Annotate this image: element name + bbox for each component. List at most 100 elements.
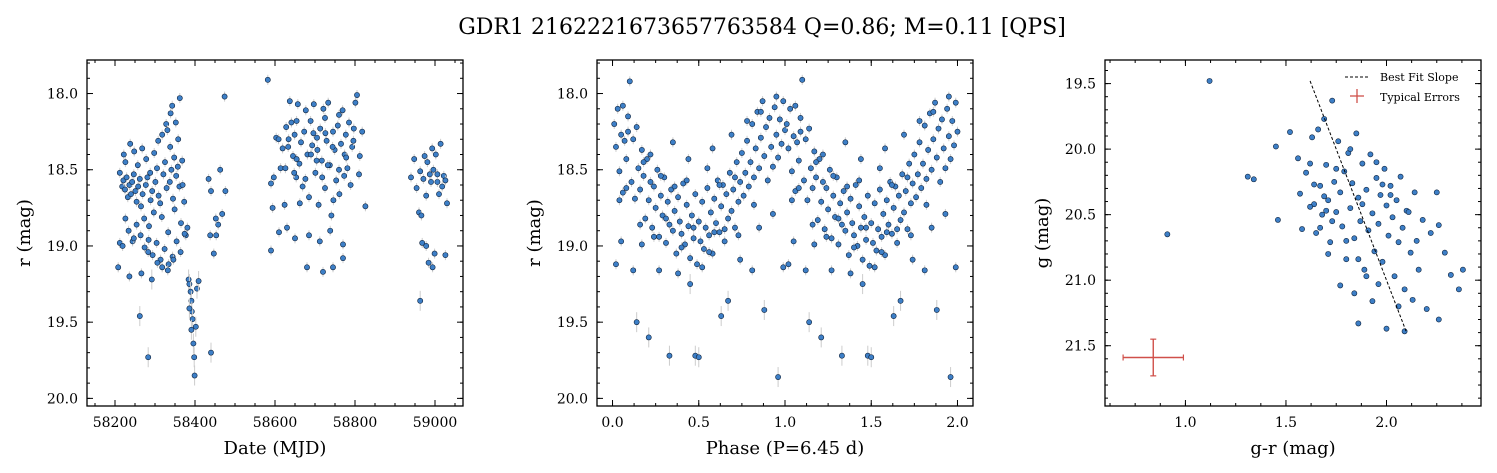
phase-folded-point [678, 244, 685, 251]
color-magnitude-point [1273, 143, 1279, 150]
phase-folded-point [778, 140, 785, 147]
phase-folded-point [828, 267, 835, 274]
time-series-ytick-label: 20.0 [47, 391, 78, 407]
phase-folded-point [894, 240, 901, 246]
phase-folded-point [806, 125, 813, 132]
phase-folded-point [839, 352, 845, 359]
color-magnitude-point [1460, 266, 1466, 273]
time-series-xtick-label: 58400 [173, 415, 218, 431]
phase-folded-point [952, 99, 959, 106]
phase-folded-point [920, 160, 926, 167]
phase-folded-point [945, 93, 952, 100]
phase-folded-point [745, 183, 752, 190]
time-series-point [160, 171, 167, 178]
phase-folded-point [935, 125, 942, 132]
legend-entry-typical-errors: Typical Errors [1380, 91, 1460, 104]
time-series-point [166, 179, 173, 185]
phase-folded-point [845, 252, 852, 259]
phase-folded-point [835, 241, 842, 248]
phase-folded-point [847, 195, 854, 202]
phase-folded-point [904, 174, 911, 181]
phase-folded-point [814, 217, 821, 223]
phase-folded-point [726, 169, 733, 176]
time-series-point [343, 154, 350, 161]
time-series-point [314, 147, 321, 153]
phase-folded-xtick-label: 1.5 [860, 415, 882, 431]
time-series-point [187, 288, 194, 295]
phase-folded-point [640, 172, 647, 179]
phase-folded-point [928, 224, 935, 231]
phase-folded-point [787, 105, 794, 112]
phase-folded-point [742, 169, 749, 176]
phase-folded-point [876, 186, 883, 193]
color-magnitude-ticks: 1.0 1.5 2.0 19.5 20.0 20.5 21.0 21.5 [1065, 60, 1481, 431]
time-series-point [312, 169, 319, 176]
phase-folded-point [775, 154, 782, 161]
time-series-points [115, 74, 450, 386]
time-series-point [186, 281, 193, 287]
color-magnitude-point [1379, 258, 1386, 265]
phase-folded-point [852, 182, 859, 188]
phase-folded-point [625, 128, 631, 135]
time-series-point [133, 221, 140, 228]
legend-entry-best-fit-slope: Best Fit Slope [1380, 71, 1458, 84]
color-magnitude-point [1337, 189, 1344, 196]
phase-folded-point [908, 232, 914, 239]
phase-folded-point [673, 250, 680, 257]
phase-folded-point [940, 145, 947, 152]
phase-folded-point [842, 139, 849, 146]
time-series-xtick-label: 58600 [253, 415, 298, 431]
time-series-point [143, 156, 150, 162]
phase-folded-point [640, 159, 647, 166]
phase-folded-point [804, 197, 811, 204]
phase-folded-xtick-label: 2.0 [946, 415, 968, 431]
phase-folded-xtick-label: 1.0 [774, 415, 796, 431]
phase-folded-point [616, 197, 623, 204]
phase-folded-point [666, 221, 673, 228]
time-series-point [319, 174, 326, 181]
phase-folded-point [923, 201, 930, 208]
time-series-point [428, 179, 434, 185]
time-series-point [423, 243, 430, 249]
phase-folded-point [761, 153, 768, 159]
phase-folded-point [889, 182, 895, 188]
phase-folded-point [675, 194, 681, 201]
time-series-point [423, 192, 430, 199]
time-series-point [210, 250, 217, 257]
time-series-point [154, 165, 160, 172]
time-series-point [328, 212, 335, 219]
color-magnitude-xlabel: g-r (mag) [1250, 438, 1335, 459]
time-series-point [149, 188, 156, 194]
time-series-point [434, 179, 441, 185]
time-series-point [291, 131, 298, 138]
phase-folded-point [820, 179, 826, 185]
time-series-point [277, 165, 284, 172]
color-magnitude-point [1413, 237, 1420, 244]
phase-folded-point [809, 221, 816, 228]
phase-folded-point [930, 136, 937, 143]
color-magnitude-point [1355, 194, 1362, 201]
phase-folded-point [626, 78, 633, 85]
time-series-point [162, 159, 168, 166]
phase-folded-point [623, 185, 630, 191]
phase-folded-points [611, 74, 961, 388]
time-series-point [282, 165, 289, 172]
time-series-point [181, 198, 188, 205]
color-magnitude-point [1391, 273, 1398, 280]
phase-folded-point [797, 115, 804, 121]
time-series-point [120, 151, 127, 158]
time-series-point [426, 171, 433, 178]
time-series-point [157, 200, 164, 207]
phase-folded-xlabel: Phase (P=6.45 d) [706, 438, 865, 459]
color-magnitude-points [1164, 78, 1466, 335]
time-series-point [135, 183, 142, 190]
phase-folded-point [638, 147, 645, 153]
color-magnitude-point [1323, 207, 1330, 214]
phase-folded-point [807, 165, 814, 172]
color-magnitude-point [1343, 256, 1350, 263]
color-magnitude-point [1347, 205, 1354, 211]
phase-folded-point [669, 139, 676, 146]
time-series-point [126, 273, 133, 280]
time-series-point [123, 174, 130, 181]
